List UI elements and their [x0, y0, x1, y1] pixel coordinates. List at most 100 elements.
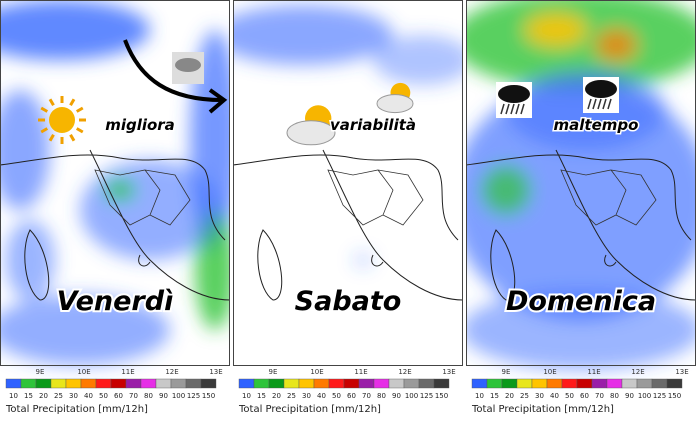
map-panel: maltempo Domenica 9E 10E 11E 12E 13E 10 15 20 25 30…	[451, 0, 696, 418]
legend-swatch	[373, 378, 390, 389]
rain-area	[0, 90, 50, 210]
legend-level: 125	[653, 392, 666, 400]
rain-area	[373, 35, 473, 85]
legend-level: 10	[475, 392, 484, 400]
legend-swatch	[343, 378, 360, 389]
legend-level: 90	[625, 392, 634, 400]
legend-swatch	[328, 378, 345, 389]
lon-label: 10E	[77, 368, 90, 376]
legend-level: 20	[272, 392, 281, 400]
legend-level: 150	[435, 392, 448, 400]
legend-swatch	[358, 378, 375, 389]
lon-label: 12E	[631, 368, 644, 376]
legend-swatch	[471, 378, 488, 389]
legend-level: 15	[490, 392, 499, 400]
legend-swatch	[5, 378, 22, 389]
legend-level: 50	[99, 392, 108, 400]
legend-level: 100	[405, 392, 418, 400]
legend-level: 150	[668, 392, 681, 400]
note-label: migliora	[105, 116, 175, 134]
legend-level: 25	[54, 392, 63, 400]
map-panel: migliora Venerdì 9E 10E 11E 12E 13E 10 15 20 25 30 4…	[0, 0, 240, 418]
legend-swatch	[501, 378, 518, 389]
legend-swatch	[666, 378, 683, 389]
legend-level: 20	[505, 392, 514, 400]
legend-level: 30	[69, 392, 78, 400]
rain-area	[355, 254, 371, 266]
rain-area	[526, 15, 586, 45]
legend-title: Total Precipitation [mm/12h]	[5, 404, 148, 415]
legend-swatch	[486, 378, 503, 389]
legend-level: 80	[377, 392, 386, 400]
legend-level: 100	[638, 392, 651, 400]
legend-title: Total Precipitation [mm/12h]	[471, 404, 614, 415]
legend-swatch	[298, 378, 315, 389]
note-label: maltempo	[554, 116, 639, 134]
legend-swatch	[140, 378, 157, 389]
lon-label: 10E	[543, 368, 556, 376]
legend-swatch	[591, 378, 608, 389]
lon-label: 13E	[442, 368, 455, 376]
coastline	[465, 149, 696, 301]
legend-level: 80	[144, 392, 153, 400]
legend-swatch	[65, 378, 82, 389]
note-label: variabilità	[330, 116, 416, 134]
legend-level: 15	[24, 392, 33, 400]
storm-icon	[496, 82, 532, 118]
legend-level: 100	[172, 392, 185, 400]
sun-cloud-icon	[376, 82, 414, 114]
legend-level: 70	[129, 392, 138, 400]
sun-icon	[38, 96, 86, 144]
lon-label: 13E	[675, 368, 688, 376]
legend-level: 125	[187, 392, 200, 400]
coastline	[232, 149, 464, 301]
legend-level: 20	[39, 392, 48, 400]
legend-swatch	[155, 378, 172, 389]
legend-swatch	[561, 378, 578, 389]
legend-swatch	[388, 378, 405, 389]
arrow	[123, 39, 228, 114]
legend-swatch	[253, 378, 270, 389]
map-frame	[233, 0, 463, 366]
legend-swatch	[433, 378, 450, 389]
lon-label: 9E	[269, 368, 278, 376]
legend-level: 90	[159, 392, 168, 400]
map-svg: variabilità Sabato 9E 10E 11E 12E 13E 10 15 20 25 3…	[213, 0, 473, 415]
borders	[94, 169, 191, 226]
legend-swatch	[606, 378, 623, 389]
legend-swatch	[110, 378, 127, 389]
legend-swatch	[651, 378, 668, 389]
legend-level: 90	[392, 392, 401, 400]
legend-level: 80	[610, 392, 619, 400]
legend-level: 60	[580, 392, 589, 400]
legend-level: 150	[202, 392, 215, 400]
legend-level: 10	[9, 392, 18, 400]
legend-swatch	[170, 378, 187, 389]
legend-level: 60	[114, 392, 123, 400]
map-svg: migliora Venerdì 9E 10E 11E 12E 13E 10 15 20 25 30 4…	[0, 0, 240, 415]
legend-level: 70	[595, 392, 604, 400]
legend-level: 50	[565, 392, 574, 400]
legend-level: 10	[242, 392, 251, 400]
legend-level: 30	[302, 392, 311, 400]
lon-label: 11E	[121, 368, 134, 376]
rain-area	[451, 0, 696, 90]
legend-level: 40	[317, 392, 326, 400]
precipitation-field	[0, 0, 240, 365]
legend-swatch	[50, 378, 67, 389]
legend-swatch	[621, 378, 638, 389]
rain-area	[80, 160, 220, 260]
legend-swatch	[268, 378, 285, 389]
day-label: Domenica	[506, 286, 656, 317]
legend-level: 50	[332, 392, 341, 400]
legend-swatch	[636, 378, 653, 389]
rain-area	[481, 165, 531, 215]
legend-swatch	[418, 378, 435, 389]
legend-level: 125	[420, 392, 433, 400]
day-label: Sabato	[295, 286, 402, 317]
legend-swatch	[200, 378, 217, 389]
storm-icon	[583, 77, 619, 113]
legend-swatch	[403, 378, 420, 389]
legend-swatch	[20, 378, 37, 389]
